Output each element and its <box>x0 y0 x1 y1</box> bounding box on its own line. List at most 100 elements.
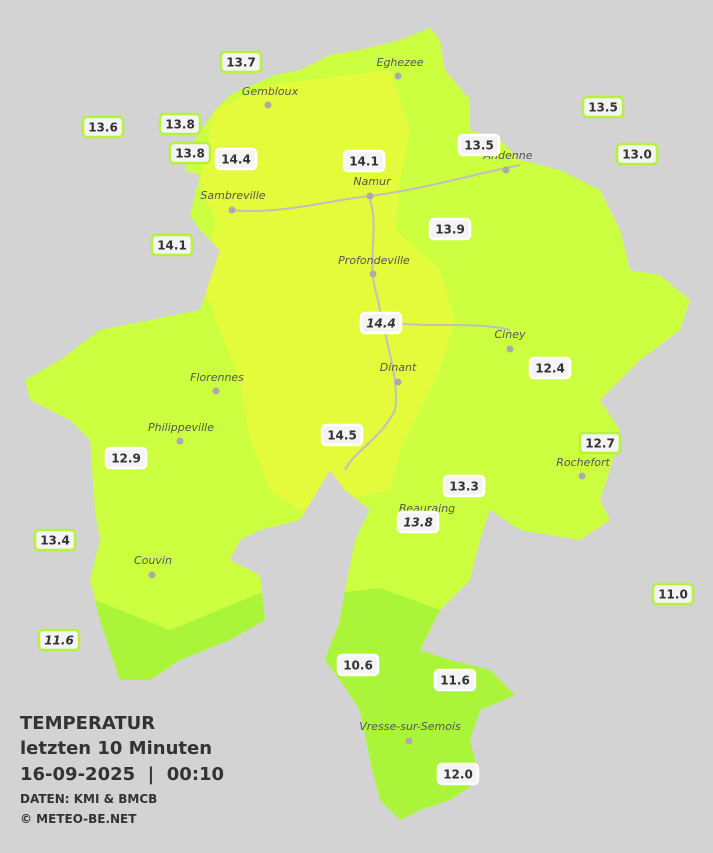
city-label: Ciney <box>495 328 526 341</box>
station-box <box>33 528 77 552</box>
station: 14.4 <box>214 147 258 171</box>
station: 13.8 <box>396 510 440 534</box>
station-box <box>219 50 263 74</box>
station-box <box>104 446 148 470</box>
station-value: 13.7 <box>226 56 256 70</box>
station: 12.7 <box>578 431 622 455</box>
station-box <box>150 233 194 257</box>
station: 13.8 <box>158 112 202 136</box>
station-box <box>651 582 695 606</box>
city-dot <box>212 387 220 395</box>
station-value: 13.8 <box>175 147 205 161</box>
station-value: 11.6 <box>44 634 74 648</box>
station: 11.6 <box>37 628 81 652</box>
station-value: 13.0 <box>622 148 652 162</box>
station-box <box>442 474 486 498</box>
station-value: 13.4 <box>40 534 70 548</box>
station: 11.0 <box>651 582 695 606</box>
station: 13.5 <box>457 133 501 157</box>
timestamp: 16-09-2025 | 00:10 <box>20 764 224 785</box>
station: 13.8 <box>168 141 212 165</box>
station-value: 13.3 <box>449 480 479 494</box>
station-box <box>158 112 202 136</box>
station-box <box>433 668 477 692</box>
city-dot <box>578 472 586 480</box>
station-box <box>214 147 258 171</box>
city-label: Profondeville <box>338 254 410 267</box>
station-value: 12.9 <box>111 452 141 466</box>
station-value: 11.6 <box>440 674 470 688</box>
city-dot <box>394 72 402 80</box>
station: 12.0 <box>436 762 480 786</box>
station-box <box>168 141 212 165</box>
station-box <box>320 423 364 447</box>
zone-14 <box>200 70 455 510</box>
station-value: 13.5 <box>588 101 618 115</box>
station-value: 11.0 <box>658 588 688 602</box>
station-value: 13.8 <box>165 118 195 132</box>
station: 14.5 <box>320 423 364 447</box>
city-label: Dinant <box>380 361 417 374</box>
station-box <box>359 311 403 335</box>
station-value: 12.0 <box>443 768 473 782</box>
station-value: 13.9 <box>435 223 465 237</box>
source: DATEN: KMI & BMCB <box>20 792 157 806</box>
city-label: Rochefort <box>556 456 610 469</box>
station-value: 14.1 <box>349 155 379 169</box>
city-label: Gembloux <box>242 85 299 98</box>
station: 13.5 <box>581 95 625 119</box>
station-box <box>615 142 659 166</box>
station: 12.9 <box>104 446 148 470</box>
station: 13.0 <box>615 142 659 166</box>
station-value: 12.4 <box>535 362 565 376</box>
city-label: Couvin <box>134 554 172 567</box>
city-dot <box>176 437 184 445</box>
station-value: 13.6 <box>88 121 118 135</box>
station: 13.6 <box>81 115 125 139</box>
city-dot <box>148 571 156 579</box>
station-box <box>436 762 480 786</box>
city-label: Namur <box>353 175 392 188</box>
station: 12.4 <box>528 356 572 380</box>
station-box <box>428 217 472 241</box>
city-label: Vresse-sur-Semois <box>359 720 461 733</box>
city-dot <box>369 270 377 278</box>
city-label: Florennes <box>190 371 244 384</box>
city-label: Philippeville <box>148 421 214 434</box>
city-dot <box>405 737 413 745</box>
city-dot <box>394 378 402 386</box>
station: 13.3 <box>442 474 486 498</box>
city-label: Sambreville <box>200 189 265 202</box>
station: 14.1 <box>150 233 194 257</box>
labels: EghezeeGemblouxAndenneNamurSambrevillePr… <box>33 50 695 786</box>
station-box <box>528 356 572 380</box>
city-label: Eghezee <box>377 56 424 69</box>
station-box <box>396 510 440 534</box>
station-box <box>336 653 380 677</box>
city-dot <box>502 166 510 174</box>
station-value: 10.6 <box>343 659 373 673</box>
station-box <box>37 628 81 652</box>
station-box <box>581 95 625 119</box>
station: 13.9 <box>428 217 472 241</box>
station: 14.1 <box>342 149 386 173</box>
station: 11.6 <box>433 668 477 692</box>
station-value: 14.4 <box>221 153 251 167</box>
station: 13.4 <box>33 528 77 552</box>
station-value: 12.7 <box>585 437 615 451</box>
station-value: 13.8 <box>403 516 433 530</box>
zone-11 <box>300 588 520 820</box>
station-box <box>342 149 386 173</box>
city-dot <box>506 345 514 353</box>
station-value: 13.5 <box>464 139 494 153</box>
station-value: 14.1 <box>157 239 187 253</box>
title: TEMPERATUR <box>20 713 155 734</box>
city-dot <box>366 192 374 200</box>
station: 10.6 <box>336 653 380 677</box>
station: 14.4 <box>359 311 403 335</box>
station-value: 14.5 <box>327 429 357 443</box>
station-box <box>81 115 125 139</box>
copyright: © METEO-BE.NET <box>20 812 137 826</box>
station-value: 14.4 <box>366 317 396 331</box>
